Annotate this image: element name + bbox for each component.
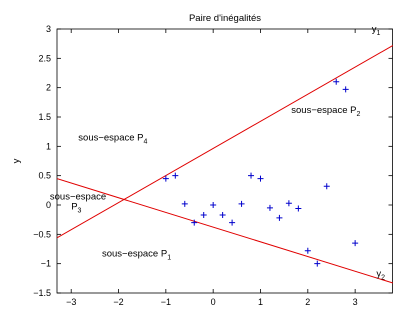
x-tick-label: −1 <box>161 297 171 307</box>
series-line-y1 <box>57 44 393 239</box>
x-tick-label: 0 <box>211 297 216 307</box>
x-tick-label: 3 <box>353 297 358 307</box>
series-line-y2 <box>57 178 393 284</box>
data-point <box>266 204 273 211</box>
data-point <box>295 205 302 212</box>
annotation-label-p4: sous−espace P4 <box>78 132 147 145</box>
y-tick-label: 1 <box>46 141 51 151</box>
data-point <box>333 78 340 85</box>
chart-title: Paire d'inégalités <box>189 13 261 24</box>
x-tick-label: 1 <box>258 297 263 307</box>
data-point <box>172 172 179 179</box>
y-tick-label: −0.5 <box>33 229 51 239</box>
data-point <box>257 175 264 182</box>
x-tick-label: −2 <box>113 297 123 307</box>
data-point <box>304 247 311 254</box>
data-point <box>191 219 198 226</box>
data-point <box>162 175 169 182</box>
plot-area: −3 −2 −1 0 1 2 3 −1.5 −1 −0.5 0 0.5 1 1.5 2 2.5 3 y1 y2 sou… <box>33 24 393 307</box>
annotation-label-p2: sous−espace P2 <box>291 105 360 118</box>
data-point <box>248 172 255 179</box>
data-point <box>181 200 188 207</box>
data-point <box>314 260 321 267</box>
data-point <box>210 202 217 208</box>
y-tick-label: −1 <box>41 259 51 269</box>
data-point <box>352 240 359 247</box>
y-tick-label: 0 <box>46 200 51 210</box>
data-point <box>323 183 330 190</box>
x-tick-label: 2 <box>305 297 310 307</box>
x-tick-label: −3 <box>66 297 76 307</box>
data-point <box>276 214 283 221</box>
annotation-label-p3-line1: sous−espace <box>50 192 106 203</box>
data-point <box>342 86 349 93</box>
data-point <box>285 200 292 207</box>
y-tick-label: 2.5 <box>38 53 51 63</box>
y-tick-label: −1.5 <box>33 288 51 298</box>
y-tick-label: 3 <box>46 24 51 34</box>
data-layer <box>57 44 393 284</box>
data-point <box>229 219 236 226</box>
annotation-label-p1: sous−espace P1 <box>102 249 171 262</box>
annotation-label-y2: y2 <box>376 269 385 282</box>
data-point <box>219 211 226 218</box>
y-tick-label: 0.5 <box>38 171 51 181</box>
y-axis-label: y <box>11 158 22 163</box>
y-tick-label: 2 <box>46 83 51 93</box>
y-tick-label: 1.5 <box>38 112 51 122</box>
data-point <box>200 211 207 218</box>
annotation-label-y1: y1 <box>372 24 381 37</box>
annotation-label-p3-line2: P3 <box>71 202 81 215</box>
data-point <box>238 200 245 207</box>
